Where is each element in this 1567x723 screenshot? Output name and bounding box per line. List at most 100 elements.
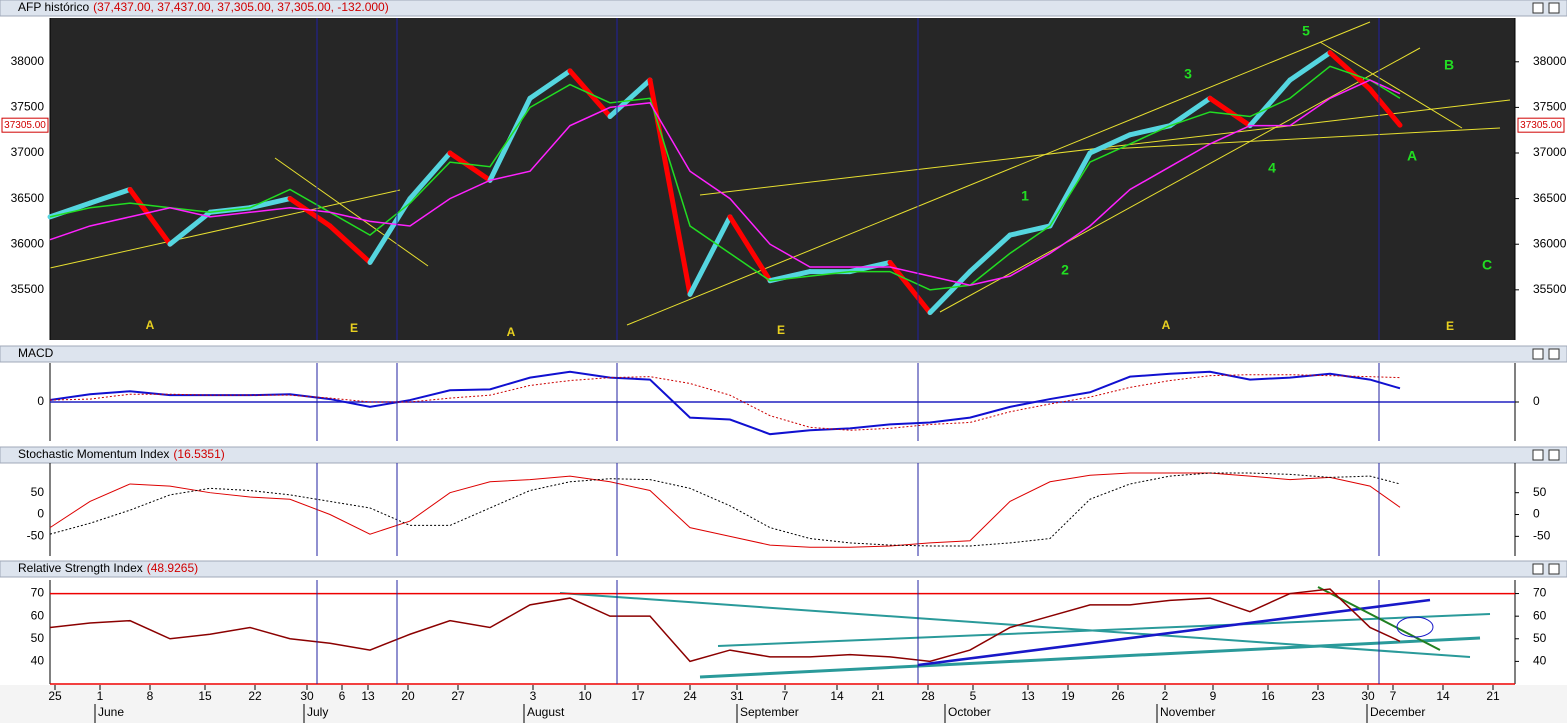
close-button[interactable] xyxy=(1548,563,1560,575)
price-segment xyxy=(887,259,933,316)
x-tick-label: 19 xyxy=(1061,689,1075,703)
month-label: August xyxy=(527,705,565,719)
x-tick-label: 28 xyxy=(921,689,935,703)
panel-title-values: (16.5351) xyxy=(173,447,224,461)
month-label: October xyxy=(948,705,991,719)
header-bar xyxy=(0,345,1567,363)
x-tick-label: 6 xyxy=(339,689,346,703)
indicator-line xyxy=(49,472,1401,548)
x-tick-label: 5 xyxy=(970,689,977,703)
y-tick-label: 40 xyxy=(31,654,45,668)
y-tick-label: 60 xyxy=(31,608,45,622)
x-tick-label: 15 xyxy=(198,689,212,703)
maximize-button[interactable] xyxy=(1532,2,1544,14)
x-tick-label: 7 xyxy=(1390,689,1397,703)
wave-label: C xyxy=(1482,257,1492,273)
price-segment xyxy=(687,214,733,297)
y-tick-label: 38000 xyxy=(1533,54,1567,68)
indicator-line xyxy=(49,374,1401,431)
price-segment xyxy=(967,232,1013,275)
y-tick-label: 38000 xyxy=(11,54,45,68)
price-segment xyxy=(1247,77,1293,129)
y-tick-label: 60 xyxy=(1533,608,1547,622)
month-label: June xyxy=(98,705,124,719)
close-button[interactable] xyxy=(1548,348,1560,360)
y-tick-label: 70 xyxy=(31,586,45,600)
y-tick-label: 36000 xyxy=(1533,236,1567,250)
panel-title: AFP histórico xyxy=(18,0,89,14)
y-tick-label: 36500 xyxy=(11,191,45,205)
y-tick-label: 36000 xyxy=(11,236,45,250)
panel-title-values: (37,437.00, 37,437.00, 37,305.00, 37,305… xyxy=(93,0,389,14)
y-tick-label: -50 xyxy=(27,529,45,543)
y-tick-label: 0 xyxy=(37,507,44,521)
x-tick-label: 25 xyxy=(48,689,62,703)
wave-label: A xyxy=(1162,318,1171,332)
y-tick-label: 40 xyxy=(1533,654,1547,668)
month-label: September xyxy=(740,705,799,719)
header-bar xyxy=(0,446,1567,464)
rsi-trendlines xyxy=(559,586,1491,679)
last-price-label: 37305.00 xyxy=(1520,120,1562,131)
last-price-box xyxy=(1,117,49,133)
wave-label: E xyxy=(777,323,785,337)
wave-label: 1 xyxy=(1021,188,1029,204)
price-segment xyxy=(127,186,173,247)
x-tick-label: 24 xyxy=(683,689,697,703)
wave-label: E xyxy=(1446,319,1454,333)
x-tick-label: 27 xyxy=(451,689,465,703)
maximize-button[interactable] xyxy=(1532,348,1544,360)
window-buttons[interactable] xyxy=(1532,2,1560,575)
x-tick-label: 22 xyxy=(248,689,262,703)
wave-label: 5 xyxy=(1302,23,1310,39)
indicator-line xyxy=(49,65,1401,291)
price-segment xyxy=(1047,150,1093,229)
x-tick-label: 2 xyxy=(1162,689,1169,703)
wave-label: B xyxy=(1444,57,1454,73)
y-tick-label: 35500 xyxy=(1533,282,1567,296)
panel-title: Stochastic Momentum Index xyxy=(18,447,169,461)
y-tick-label: 37500 xyxy=(11,100,45,114)
x-tick-label: 20 xyxy=(401,689,415,703)
x-tick-label: 8 xyxy=(147,689,154,703)
month-label: July xyxy=(307,705,328,719)
x-tick-label: 30 xyxy=(300,689,314,703)
x-tick-label: 21 xyxy=(1486,689,1500,703)
indicator-line xyxy=(49,472,1401,547)
y-tick-label: 70 xyxy=(1533,586,1547,600)
wave-label: A xyxy=(1407,148,1417,164)
x-tick-label: 26 xyxy=(1111,689,1125,703)
last-price-box xyxy=(1517,117,1565,133)
price-segment xyxy=(647,77,693,297)
price-segment xyxy=(1287,50,1333,83)
y-tick-label: 35500 xyxy=(11,282,45,296)
price-segment xyxy=(247,196,293,211)
maximize-button[interactable] xyxy=(1532,449,1544,461)
x-tick-label: 14 xyxy=(1436,689,1450,703)
y-tick-label: 50 xyxy=(31,631,45,645)
panel-title: Relative Strength Index xyxy=(18,561,143,575)
price-panel xyxy=(50,18,1515,340)
wave-label: 2 xyxy=(1061,262,1069,278)
close-button[interactable] xyxy=(1548,2,1560,14)
x-tick-label: 31 xyxy=(730,689,744,703)
price-segment xyxy=(327,223,373,265)
price-segment xyxy=(287,196,333,229)
panel-title-values: (48.9265) xyxy=(147,561,198,575)
maximize-button[interactable] xyxy=(1532,563,1544,575)
price-segment xyxy=(1007,223,1053,238)
header-bar xyxy=(0,560,1567,578)
close-button[interactable] xyxy=(1548,449,1560,461)
x-tick-label: 14 xyxy=(830,689,844,703)
price-segment xyxy=(1087,132,1133,156)
price-segment xyxy=(87,186,133,206)
y-tick-label: 0 xyxy=(1533,507,1540,521)
x-tick-label: 30 xyxy=(1361,689,1375,703)
price-segment xyxy=(447,150,493,183)
wave-label: E xyxy=(350,321,358,335)
indicator-line xyxy=(49,588,1401,663)
y-tick-label: 50 xyxy=(31,485,45,499)
x-tick-label: 7 xyxy=(782,689,789,703)
header-bar xyxy=(0,0,1567,17)
